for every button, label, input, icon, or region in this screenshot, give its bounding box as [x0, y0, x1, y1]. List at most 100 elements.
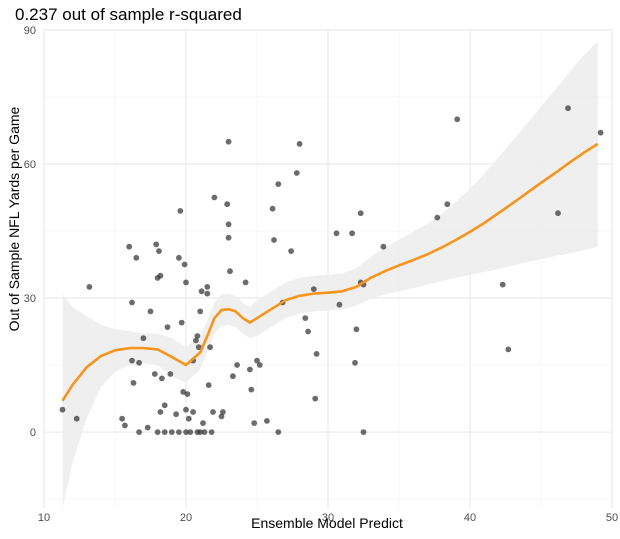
data-point	[176, 254, 182, 261]
data-point	[167, 371, 174, 377]
data-point	[242, 279, 249, 286]
data-point	[434, 214, 441, 221]
data-point	[555, 210, 561, 217]
y-axis-ticks: 0 30 60 90	[24, 25, 36, 439]
data-point	[176, 429, 182, 435]
data-point	[161, 402, 168, 409]
data-point	[200, 420, 206, 426]
data-point	[140, 335, 147, 342]
data-point	[225, 234, 232, 241]
data-point	[205, 382, 212, 388]
data-point	[565, 105, 571, 112]
x-tick-label: 20	[180, 512, 192, 524]
data-point	[177, 208, 184, 214]
data-point	[210, 409, 216, 415]
data-point	[130, 380, 137, 386]
data-point	[254, 357, 260, 364]
data-point	[190, 409, 197, 415]
data-point	[194, 333, 201, 339]
y-tick-label: 90	[24, 25, 36, 37]
data-point	[360, 429, 367, 435]
data-point	[197, 429, 204, 435]
x-tick-label: 30	[322, 512, 334, 524]
data-point	[302, 315, 309, 321]
data-point	[505, 346, 512, 353]
data-point	[198, 288, 205, 295]
data-point	[293, 170, 300, 176]
data-point	[73, 415, 80, 422]
data-point	[349, 230, 355, 237]
data-point	[271, 237, 277, 243]
x-axis-ticks: 10 20 30 40 50	[38, 512, 618, 524]
data-point	[208, 429, 215, 435]
smooth-trend-line	[61, 142, 599, 402]
data-point	[129, 299, 135, 306]
data-point	[230, 373, 236, 380]
y-axis-label: Out of Sample NFL Yards per Game	[6, 106, 22, 331]
data-points	[59, 105, 604, 435]
data-point	[247, 366, 253, 373]
data-point	[184, 391, 191, 397]
data-point	[380, 243, 387, 250]
data-point	[157, 272, 164, 279]
y-tick-label: 30	[24, 293, 36, 305]
data-point	[312, 395, 319, 402]
data-point	[161, 429, 168, 435]
data-point	[173, 411, 180, 418]
data-point	[499, 281, 506, 288]
data-point	[234, 362, 241, 368]
data-point	[352, 359, 358, 366]
data-point	[225, 221, 232, 228]
data-point	[313, 351, 320, 357]
data-point	[119, 415, 125, 422]
data-point	[183, 279, 189, 286]
data-point	[227, 268, 233, 275]
data-point	[204, 284, 211, 290]
data-point	[122, 422, 128, 429]
data-point	[220, 409, 226, 415]
data-point	[224, 201, 231, 208]
data-point	[357, 210, 364, 217]
data-point	[156, 248, 162, 255]
data-point	[201, 429, 208, 435]
data-point	[269, 205, 276, 212]
data-point	[183, 406, 189, 413]
data-point	[336, 301, 343, 308]
data-point	[193, 337, 199, 344]
data-point	[59, 406, 66, 413]
data-point	[168, 429, 175, 435]
data-point	[159, 375, 165, 382]
data-point	[133, 254, 140, 261]
x-tick-label: 10	[38, 512, 50, 524]
chart-title: 0.237 out of sample r-squared	[15, 5, 242, 24]
data-point	[248, 386, 255, 393]
data-point	[597, 129, 604, 136]
data-point	[195, 344, 202, 351]
data-point	[154, 429, 161, 435]
data-point	[251, 420, 258, 426]
data-point	[444, 201, 451, 208]
data-point	[151, 371, 158, 377]
data-point	[181, 261, 188, 268]
data-point	[129, 357, 135, 364]
data-point	[147, 308, 154, 315]
data-point	[256, 362, 263, 368]
data-point	[288, 248, 294, 255]
data-point	[225, 138, 232, 145]
data-point	[454, 116, 461, 123]
data-point	[275, 181, 282, 188]
x-axis-label: Ensemble Model Predict	[251, 515, 403, 531]
y-tick-label: 60	[24, 159, 36, 171]
x-tick-label: 40	[464, 512, 476, 524]
data-point	[153, 241, 160, 248]
data-point	[333, 230, 340, 237]
x-tick-label: 50	[606, 512, 618, 524]
data-point	[164, 324, 171, 330]
data-point	[136, 429, 143, 435]
data-point	[353, 326, 360, 333]
data-point	[86, 284, 93, 290]
data-point	[264, 418, 270, 424]
data-point	[144, 424, 151, 431]
